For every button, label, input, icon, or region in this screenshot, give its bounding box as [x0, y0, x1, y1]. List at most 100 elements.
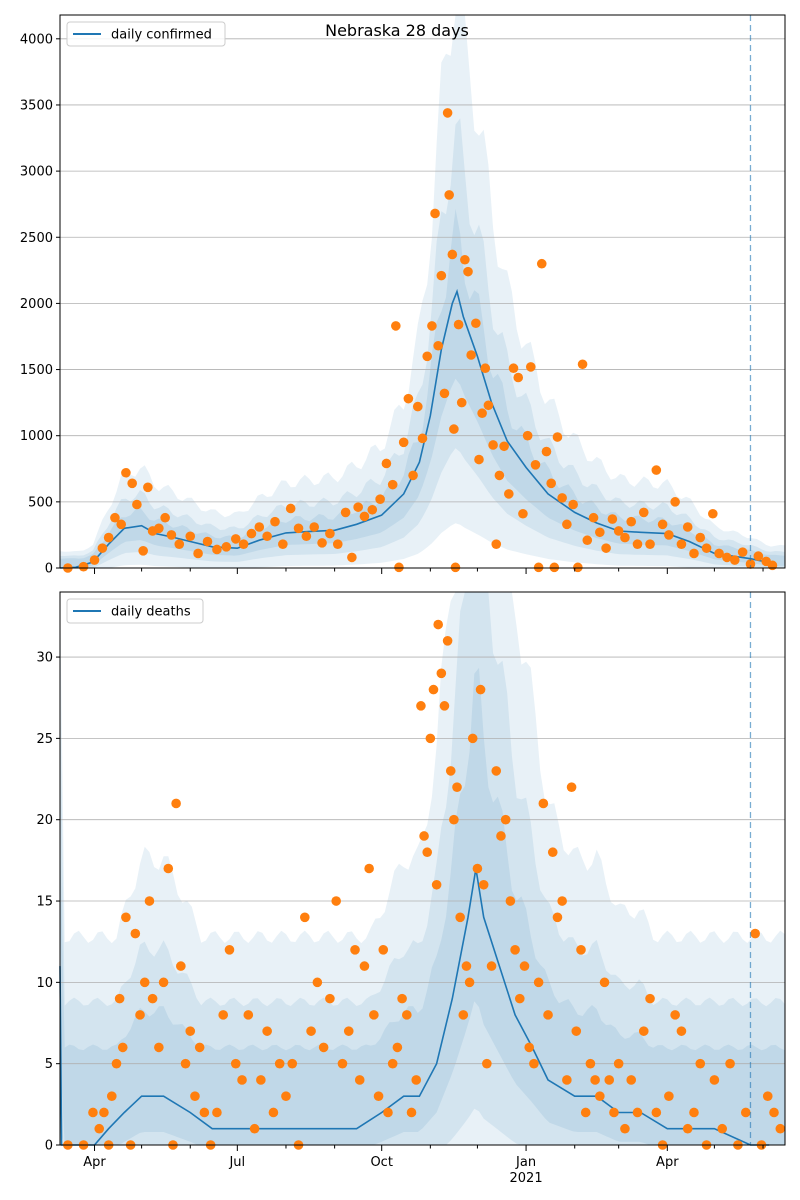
top-data-point: [522, 430, 533, 441]
top-data-point: [436, 270, 447, 281]
bot-ytick-label: 30: [36, 651, 53, 666]
top-data-point: [541, 446, 552, 457]
bot-data-point: [604, 1075, 615, 1085]
bot-data-point: [557, 896, 567, 906]
top-data-point: [645, 539, 655, 549]
top-data-point: [453, 319, 464, 330]
bot-data-point: [422, 847, 433, 858]
bot-data-point: [224, 945, 235, 955]
top-data-point: [460, 254, 470, 265]
bot-ytick-label: 20: [36, 813, 53, 828]
deaths-series-line: [59, 868, 770, 1146]
bot-data-point: [750, 928, 760, 939]
top-data-point: [474, 454, 484, 465]
bot-data-point: [689, 1107, 699, 1118]
bot-data-point: [445, 766, 456, 776]
top-data-point: [174, 539, 185, 549]
top-data-point: [577, 359, 588, 370]
bot-data-point: [682, 1123, 693, 1134]
top-data-point: [103, 532, 114, 543]
bot-xtick-label: Oct: [370, 1155, 392, 1170]
top-data-point: [737, 547, 748, 557]
bot-data-point: [350, 945, 360, 955]
bot-band-2: [60, 667, 785, 1145]
top-data-point: [499, 441, 509, 452]
bot-data-point: [632, 1107, 643, 1118]
top-data-point: [332, 539, 343, 549]
top-data-point: [546, 478, 556, 489]
top-data-point: [221, 542, 232, 552]
bot-data-point: [562, 1075, 572, 1085]
bot-data-point: [571, 1026, 582, 1036]
bot-data-point: [472, 863, 483, 874]
bot-data-point: [199, 1107, 210, 1118]
top-data-point: [433, 340, 443, 351]
bot-data-point: [163, 863, 174, 874]
top-data-point: [568, 499, 578, 510]
top-ytick-label: 3500: [20, 98, 53, 113]
bot-data-point: [176, 961, 186, 971]
bot-data-point: [406, 1107, 417, 1118]
top-data-point: [398, 437, 409, 448]
top-data-point: [463, 266, 473, 277]
bot-xtick-label: Apr: [656, 1155, 679, 1170]
bot-data-point: [114, 993, 125, 1004]
top-data-point: [89, 555, 100, 565]
top-band-0: [60, 15, 785, 568]
top-data-point: [450, 562, 461, 573]
top-data-point: [588, 512, 599, 523]
bot-ytick-label: 10: [36, 976, 53, 991]
bot-data-point: [585, 1058, 596, 1069]
bot-data-point: [595, 1091, 605, 1102]
bot-data-point: [171, 798, 181, 809]
bot-data-point: [740, 1107, 751, 1118]
bot-data-point: [281, 1091, 291, 1102]
bot-data-point: [478, 879, 489, 890]
top-data-point: [708, 508, 718, 519]
deaths-uncertainty-bands: [60, 592, 785, 1145]
bot-data-point: [190, 1091, 200, 1102]
bot-data-point: [491, 766, 502, 776]
top-data-point: [456, 397, 467, 408]
top-data-point: [552, 432, 563, 442]
bot-data-point: [300, 912, 310, 923]
bot-data-point: [249, 1123, 260, 1134]
bot-data-point: [88, 1107, 98, 1118]
bot-data-point: [552, 912, 563, 923]
bot-data-point: [464, 977, 475, 988]
top-data-point: [193, 548, 203, 559]
top-data-point: [582, 535, 593, 546]
bot-data-point: [416, 701, 426, 711]
top-data-point: [301, 531, 312, 542]
top-data-point: [212, 544, 222, 555]
bot-data-point: [383, 1107, 393, 1118]
top-data-point: [230, 534, 241, 544]
top-data-point: [430, 208, 440, 219]
top-data-point: [143, 482, 153, 493]
top-band-1: [60, 118, 785, 568]
bot-data-point: [185, 1026, 196, 1036]
bot-data-point: [139, 977, 150, 988]
bot-data-point: [378, 945, 389, 955]
bot-data-point: [212, 1107, 222, 1118]
top-data-point: [403, 393, 414, 404]
top-data-point: [340, 507, 351, 518]
bot-data-point: [566, 782, 577, 792]
bot-data-point: [496, 831, 506, 841]
confirmed-panel: 0 500 1000 1500 2000 2500 3000 3500 4000 Nebrask…: [20, 14, 786, 577]
bot-ytick-label: 0: [45, 1139, 53, 1154]
bot-data-point: [576, 945, 586, 955]
bot-xtick-label: Apr: [83, 1155, 106, 1170]
bot-data-point: [364, 863, 374, 874]
bot-data-point: [402, 1010, 412, 1020]
bot-data-point: [613, 1058, 624, 1069]
bot-data-point: [626, 1075, 637, 1085]
deaths-axes-frame: [59, 591, 786, 1146]
bot-data-point: [369, 1010, 379, 1020]
top-data-point: [471, 318, 481, 329]
bot-data-point: [111, 1058, 122, 1069]
top-data-point: [549, 562, 560, 573]
bot-data-point: [510, 945, 520, 955]
bot-ytick-label: 15: [36, 895, 53, 910]
